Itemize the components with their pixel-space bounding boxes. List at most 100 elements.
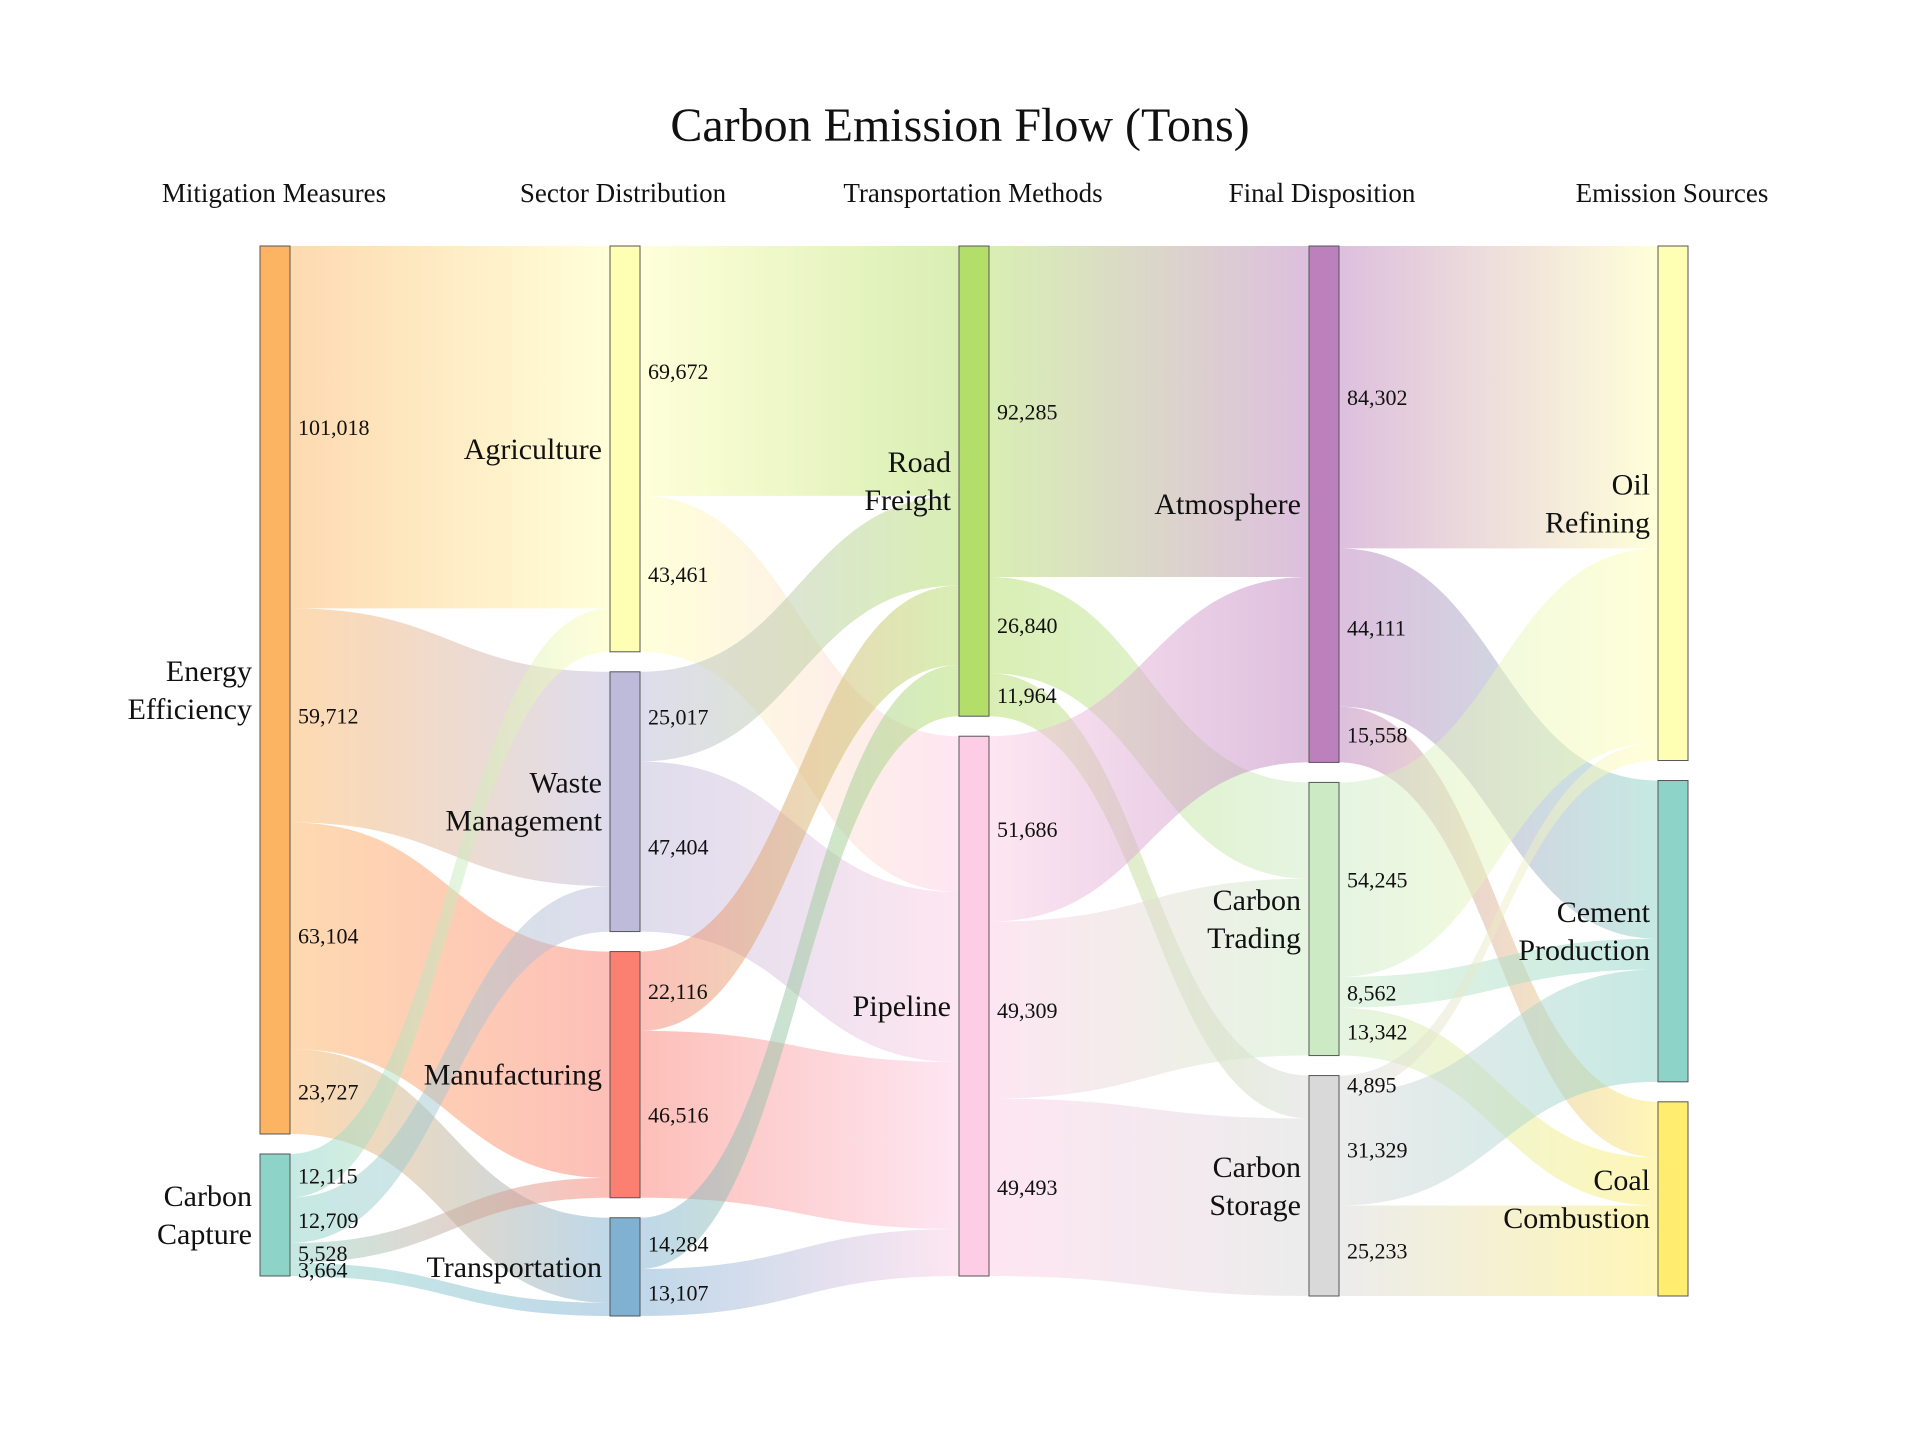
link-value-label: 54,245 (1347, 868, 1408, 893)
column-header-transport: Transportation Methods (843, 178, 1103, 208)
node-cc[interactable] (259, 1153, 291, 1277)
link-pl-cs[interactable] (989, 1098, 1309, 1296)
node-tr[interactable] (609, 1217, 641, 1317)
node-cp[interactable] (1657, 780, 1689, 1083)
node-label-cp: Production (1518, 934, 1650, 967)
link-ct-cp[interactable] (1339, 938, 1658, 1008)
link-wm-pl[interactable] (640, 761, 959, 1063)
link-ct-or[interactable] (1339, 548, 1658, 977)
node-label-cc: Carbon (164, 1180, 252, 1213)
link-value-label: 59,712 (298, 703, 359, 728)
node-cb[interactable] (1657, 1101, 1689, 1297)
link-value-label: 92,285 (997, 400, 1058, 425)
node-label-wm: Waste (529, 767, 602, 800)
node-label-ee: Efficiency (128, 693, 252, 726)
link-cc-mf[interactable] (290, 1177, 610, 1263)
node-label-or: Oil (1612, 468, 1650, 501)
link-value-label: 47,404 (648, 835, 709, 860)
link-rf-at[interactable] (989, 246, 1309, 578)
node-label-or: Refining (1545, 506, 1650, 539)
node-label-ag: Agriculture (464, 433, 602, 466)
link-value-label: 44,111 (1347, 615, 1406, 640)
link-ee-ag[interactable] (290, 246, 610, 609)
link-cc-tr[interactable] (290, 1262, 610, 1316)
link-value-label: 84,302 (1347, 385, 1408, 410)
link-value-label: 49,309 (997, 998, 1058, 1023)
link-ag-rf[interactable] (640, 246, 959, 496)
link-value-label: 13,342 (1347, 1020, 1408, 1045)
node-label-cs: Carbon (1213, 1151, 1301, 1184)
link-value-label: 12,709 (298, 1208, 359, 1233)
link-value-label: 51,686 (997, 817, 1058, 842)
link-cc-wm[interactable] (290, 885, 610, 1244)
node-label-at: Atmosphere (1154, 488, 1301, 521)
link-ee-mf[interactable] (290, 822, 610, 1178)
link-value-label: 63,104 (298, 924, 359, 949)
node-cs[interactable] (1308, 1075, 1340, 1297)
node-rf[interactable] (958, 245, 990, 717)
link-value-label: 49,493 (997, 1175, 1058, 1200)
node-or[interactable] (1657, 245, 1689, 762)
link-at-cb[interactable] (1339, 706, 1658, 1158)
links-layer (290, 246, 1658, 1316)
node-label-wm: Management (445, 805, 602, 838)
link-value-label: 13,107 (648, 1280, 709, 1305)
link-cs-cp[interactable] (1339, 969, 1658, 1206)
link-tr-pl[interactable] (640, 1228, 959, 1316)
node-label-cs: Storage (1209, 1189, 1301, 1222)
link-value-label: 69,672 (648, 359, 709, 384)
link-value-label: 3,664 (298, 1257, 348, 1282)
node-label-rf: Freight (864, 484, 951, 517)
node-ct[interactable] (1308, 781, 1340, 1057)
link-at-or[interactable] (1339, 246, 1658, 549)
link-cs-cb[interactable] (1339, 1205, 1658, 1296)
node-label-ct: Carbon (1213, 884, 1301, 917)
link-value-label: 4,895 (1347, 1072, 1397, 1097)
link-value-label: 25,233 (1347, 1239, 1408, 1264)
link-value-label: 23,727 (298, 1079, 359, 1104)
node-label-cb: Coal (1593, 1164, 1650, 1197)
diagram-title: Carbon Emission Flow (Tons) (670, 99, 1250, 152)
node-label-mf: Manufacturing (424, 1059, 602, 1092)
column-header-sector: Sector Distribution (519, 178, 727, 208)
node-label-rf: Road (888, 446, 951, 479)
node-pl[interactable] (958, 735, 990, 1277)
link-value-label: 14,284 (648, 1231, 709, 1256)
link-value-label: 11,964 (997, 683, 1057, 708)
node-ag[interactable] (609, 245, 641, 653)
link-ag-pl[interactable] (640, 495, 959, 893)
link-value-label: 12,115 (298, 1164, 358, 1189)
node-ee[interactable] (259, 245, 291, 1135)
link-rf-cs[interactable] (989, 673, 1309, 1119)
nodes-layer (259, 245, 1689, 1317)
column-header-mitigation: Mitigation Measures (161, 178, 387, 208)
labels-layer: 101,018 59,712 63,104 23,727 12,115 12,709 5,5… (128, 359, 1651, 1306)
link-pl-at[interactable] (989, 577, 1309, 922)
node-label-cb: Combustion (1503, 1202, 1650, 1235)
column-header-disposition: Final Disposition (1228, 178, 1416, 208)
node-label-pl: Pipeline (853, 990, 951, 1023)
node-label-tr: Transportation (426, 1251, 602, 1284)
link-wm-rf[interactable] (640, 495, 959, 762)
link-cs-or[interactable] (1339, 742, 1658, 1094)
link-value-label: 25,017 (648, 705, 709, 730)
node-at[interactable] (1308, 245, 1340, 763)
link-value-label: 8,562 (1347, 980, 1397, 1005)
link-value-label: 46,516 (648, 1102, 709, 1127)
link-value-label: 101,018 (298, 415, 370, 440)
link-value-label: 31,329 (1347, 1137, 1408, 1162)
node-label-ee: Energy (166, 655, 252, 688)
link-cc-ag[interactable] (290, 608, 610, 1198)
link-value-label: 22,116 (648, 979, 708, 1004)
node-mf[interactable] (609, 951, 641, 1199)
link-tr-rf[interactable] (640, 664, 959, 1269)
node-label-cc: Capture (157, 1218, 252, 1251)
column-header-sources: Emission Sources (1575, 178, 1769, 208)
link-mf-rf[interactable] (640, 585, 959, 1031)
node-wm[interactable] (609, 671, 641, 933)
node-label-cp: Cement (1557, 896, 1651, 929)
link-value-label: 26,840 (997, 613, 1058, 638)
link-pl-ct[interactable] (989, 878, 1309, 1099)
link-value-label: 5,528 (298, 1241, 348, 1266)
